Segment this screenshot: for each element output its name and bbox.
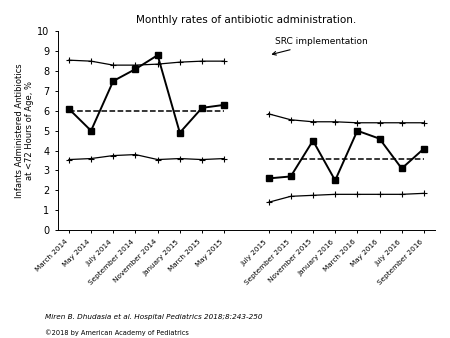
Text: Miren B. Dhudasia et al. Hospital Pediatrics 2018;8:243-250: Miren B. Dhudasia et al. Hospital Pediat… — [45, 314, 262, 320]
Title: Monthly rates of antibiotic administration.: Monthly rates of antibiotic administrati… — [136, 15, 356, 25]
Y-axis label: Infants Administered Antibiotics
at <72 Hours of Age, %: Infants Administered Antibiotics at <72 … — [15, 64, 34, 198]
Text: SRC implementation: SRC implementation — [272, 37, 368, 55]
Text: ©2018 by American Academy of Pediatrics: ©2018 by American Academy of Pediatrics — [45, 330, 189, 336]
